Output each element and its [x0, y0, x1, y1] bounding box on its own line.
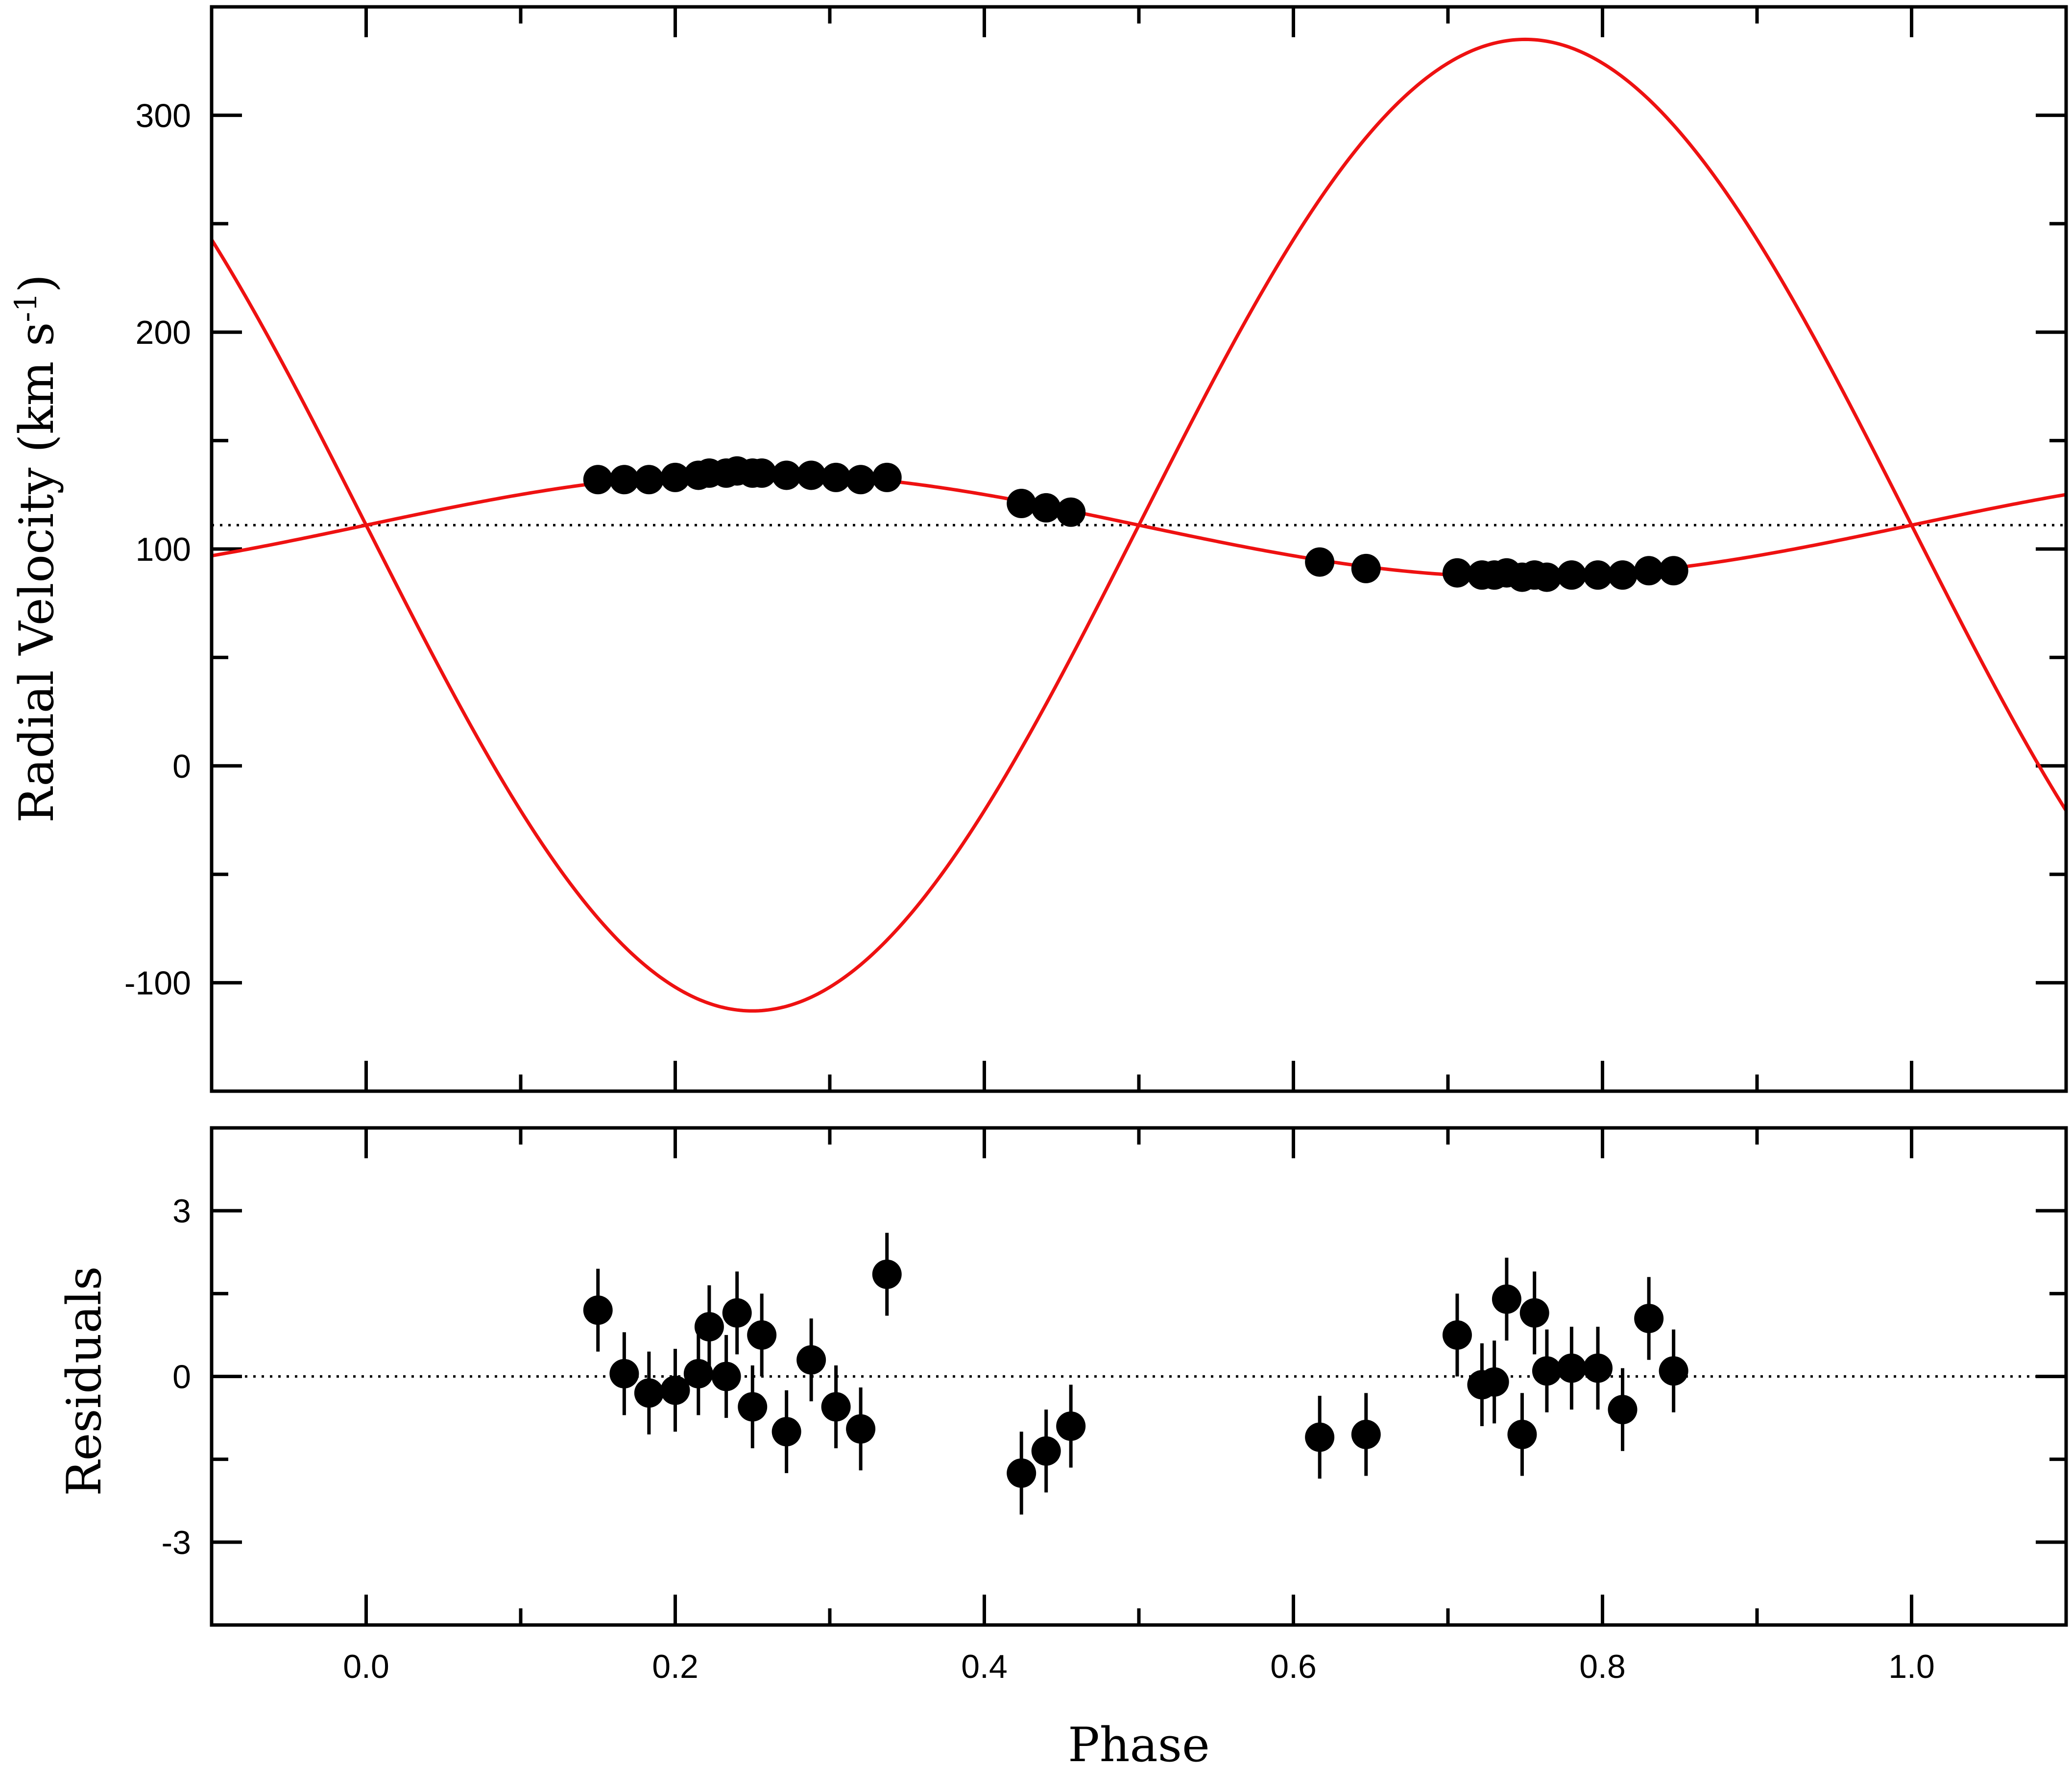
rv-axis-ticks: [210, 7, 2068, 1091]
rv-data-point: [747, 458, 777, 488]
rv-data-point: [771, 460, 801, 490]
rv-data-point: [1634, 556, 1664, 586]
residual-data-point: [1442, 1320, 1472, 1350]
residual-data-point: [634, 1378, 664, 1408]
phase-x-tick-label: 0.8: [1579, 1648, 1626, 1685]
residual-data-point: [1031, 1436, 1061, 1466]
residual-data-point: [1532, 1356, 1562, 1386]
rv-data-point: [634, 465, 664, 495]
residuals-plot-frame: [210, 1126, 2068, 1627]
residual-data-point: [583, 1295, 613, 1325]
rv-data-point: [796, 460, 826, 490]
rv-data-point: [660, 462, 690, 492]
residual-data-point: [1507, 1419, 1537, 1449]
residuals-y-tick-label: 3: [172, 1193, 191, 1230]
residual-data-point: [1479, 1367, 1509, 1397]
residual-data-point: [1608, 1395, 1638, 1425]
residual-data-point: [1351, 1419, 1381, 1449]
residual-data-point: [694, 1312, 724, 1341]
rv-y-axis-label-superscript: -1: [8, 292, 44, 322]
rv-data-point: [1305, 547, 1335, 577]
phase-x-tick-label: 0.0: [343, 1648, 389, 1685]
residual-data-point: [683, 1359, 713, 1388]
rv-data-point: [1659, 556, 1688, 586]
residuals-axis-ticks: [210, 1126, 2068, 1627]
rv-data-points: [583, 456, 1688, 592]
rv-data-point: [1007, 489, 1036, 519]
rv-data-point: [1056, 497, 1086, 527]
rv-y-tick-labels: -100 0 100 200 300: [124, 97, 191, 1002]
rv-data-point: [1532, 562, 1562, 592]
residual-data-point: [1634, 1304, 1664, 1334]
rv-y-tick-label: 0: [172, 748, 191, 785]
rv-data-point: [1583, 560, 1613, 590]
rv-y-tick-label: 100: [136, 531, 191, 568]
residuals-y-tick-labels: -3 0 3: [162, 1193, 191, 1561]
residual-data-point: [1659, 1356, 1688, 1386]
residuals-panel: -3 0 3 0.0 0.2 0.4 0.6 0.8 1.0 Residuals Phase: [57, 1126, 2068, 1768]
phase-x-tick-label: 0.6: [1270, 1648, 1317, 1685]
residual-data-point: [738, 1392, 768, 1422]
rv-data-point: [872, 462, 902, 492]
rv-y-axis-label: Radial Velocity (km s-1): [8, 274, 64, 823]
rv-data-point: [1557, 560, 1587, 590]
residual-data-point: [660, 1375, 690, 1405]
residual-data-point: [1583, 1353, 1613, 1383]
residual-data-point: [1557, 1353, 1587, 1383]
residual-data-point: [821, 1392, 851, 1422]
phase-x-tick-label: 0.4: [961, 1648, 1008, 1685]
residual-data-point: [1519, 1298, 1549, 1328]
residual-data-point: [846, 1414, 876, 1444]
residual-data-point: [722, 1298, 752, 1328]
residuals-y-tick-label: -3: [162, 1524, 191, 1561]
residuals-y-tick-label: 0: [172, 1359, 191, 1396]
residual-data-point: [1305, 1422, 1335, 1452]
phase-x-axis-label: Phase: [1068, 1718, 1210, 1768]
rv-data-point: [609, 465, 639, 495]
rv-y-tick-label: -100: [124, 965, 191, 1002]
residuals-data-points: [583, 1233, 1688, 1515]
residuals-y-axis-label: Residuals: [57, 1266, 112, 1496]
residual-data-point: [1056, 1411, 1086, 1441]
rv-data-point: [583, 465, 613, 495]
phase-x-tick-label: 1.0: [1888, 1648, 1935, 1685]
residual-data-point: [609, 1359, 639, 1388]
secondary-model-curve: [210, 37, 2068, 1013]
residual-data-point: [711, 1362, 741, 1391]
rv-y-axis-label-close: ): [9, 274, 64, 292]
rv-y-axis-label-main: Radial Velocity (km s: [9, 322, 64, 823]
residual-data-point: [1007, 1458, 1036, 1488]
rv-data-point: [846, 465, 876, 495]
rv-data-point: [821, 462, 851, 492]
residual-data-point: [796, 1345, 826, 1375]
rv-y-tick-label: 300: [136, 97, 191, 134]
radial-velocity-panel: -100 0 100 200 300 Radial Velocity (km s-1): [8, 5, 2068, 1093]
rv-data-point: [1351, 553, 1381, 583]
rv-data-point: [1442, 558, 1472, 588]
rv-data-point: [1608, 560, 1638, 590]
residual-data-point: [747, 1320, 777, 1350]
rv-plot-frame: [210, 5, 2068, 1093]
residual-data-point: [872, 1259, 902, 1289]
residual-data-point: [771, 1417, 801, 1447]
residuals-x-tick-labels: 0.0 0.2 0.4 0.6 0.8 1.0: [343, 1648, 1935, 1685]
residual-data-point: [1492, 1284, 1521, 1314]
rv-y-tick-label: 200: [136, 314, 191, 351]
phase-x-tick-label: 0.2: [652, 1648, 699, 1685]
rv-data-point: [1031, 493, 1061, 523]
